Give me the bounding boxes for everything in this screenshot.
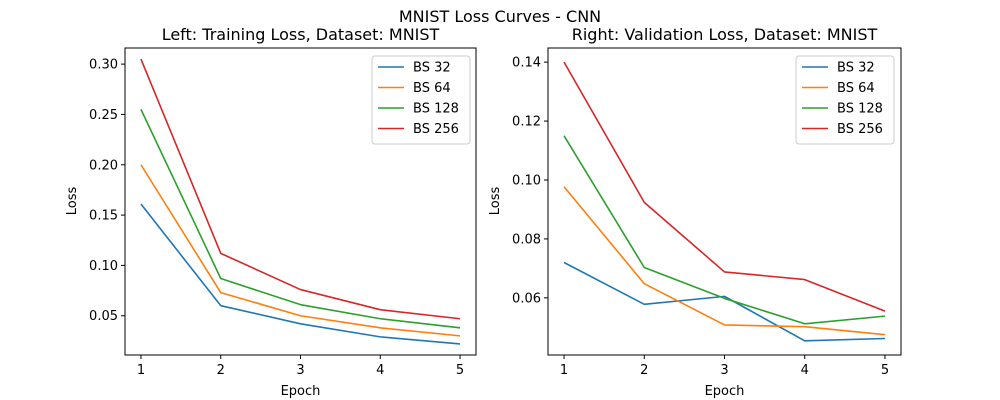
legend: BS 32 BS 64 BS 128 BS 256 xyxy=(371,55,471,145)
x-tick-label: 5 xyxy=(881,363,889,378)
y-tick-label: 0.12 xyxy=(512,115,541,130)
x-axis-label: Epoch xyxy=(705,384,745,399)
y-tick-label: 0.25 xyxy=(89,108,118,123)
y-tick-label: 0.30 xyxy=(89,58,118,73)
y-tick-label: 0.14 xyxy=(512,56,541,71)
y-tick-label: 0.06 xyxy=(512,291,541,306)
legend-label: BS 256 xyxy=(837,122,883,137)
y-tick-label: 0.08 xyxy=(512,232,541,247)
series-line-bs-64 xyxy=(140,164,461,337)
y-tick-label: 0.05 xyxy=(89,309,118,324)
series-line-bs-64 xyxy=(563,186,886,336)
y-tick-label: 0.20 xyxy=(89,158,118,173)
legend-label: BS 128 xyxy=(837,102,883,117)
series-lines xyxy=(140,58,461,345)
y-axis-ticks: 0.06 0.08 0.10 0.12 0.14 xyxy=(512,56,548,306)
x-tick-label: 2 xyxy=(217,363,225,378)
legend-label: BS 256 xyxy=(413,122,459,137)
legend-label: BS 128 xyxy=(413,102,459,117)
x-axis-ticks: 1 2 3 4 5 xyxy=(137,355,464,378)
legend-label: BS 32 xyxy=(413,61,451,76)
legend-box xyxy=(795,55,895,145)
series-lines xyxy=(563,61,886,342)
y-tick-label: 0.10 xyxy=(89,259,118,274)
x-tick-label: 4 xyxy=(376,363,384,378)
x-axis-ticks: 1 2 3 4 5 xyxy=(560,355,889,378)
legend-label: BS 64 xyxy=(413,81,451,96)
series-line-bs-128 xyxy=(563,135,886,325)
x-tick-label: 3 xyxy=(296,363,304,378)
x-tick-label: 2 xyxy=(640,363,648,378)
chart-title: Right: Validation Loss, Dataset: MNIST xyxy=(572,25,878,44)
y-axis-ticks: 0.05 0.10 0.15 0.20 0.25 0.30 xyxy=(89,58,125,324)
series-line-bs-32 xyxy=(140,203,461,345)
x-tick-label: 1 xyxy=(560,363,568,378)
x-axis-label: Epoch xyxy=(281,384,321,399)
figure-suptitle: MNIST Loss Curves - CNN xyxy=(399,7,601,26)
x-tick-label: 1 xyxy=(137,363,145,378)
chart-panel-validation-loss: Right: Validation Loss, Dataset: MNIST E… xyxy=(488,25,902,399)
y-axis-label: Loss xyxy=(65,187,80,216)
y-tick-label: 0.10 xyxy=(512,173,541,188)
y-tick-label: 0.15 xyxy=(89,209,118,224)
x-tick-label: 4 xyxy=(801,363,809,378)
legend: BS 32 BS 64 BS 128 BS 256 xyxy=(795,55,895,145)
y-axis-label: Loss xyxy=(488,187,503,216)
legend-label: BS 32 xyxy=(837,61,875,76)
chart-title: Left: Training Loss, Dataset: MNIST xyxy=(162,25,440,44)
series-line-bs-128 xyxy=(140,109,461,329)
legend-label: BS 64 xyxy=(837,81,875,96)
x-tick-label: 5 xyxy=(456,363,464,378)
x-tick-label: 3 xyxy=(720,363,728,378)
series-line-bs-256 xyxy=(140,58,461,320)
chart-panel-training-loss: Left: Training Loss, Dataset: MNIST Epoc… xyxy=(65,25,477,399)
series-line-bs-32 xyxy=(563,261,885,342)
legend-box xyxy=(371,55,471,145)
series-line-bs-256 xyxy=(563,61,886,312)
